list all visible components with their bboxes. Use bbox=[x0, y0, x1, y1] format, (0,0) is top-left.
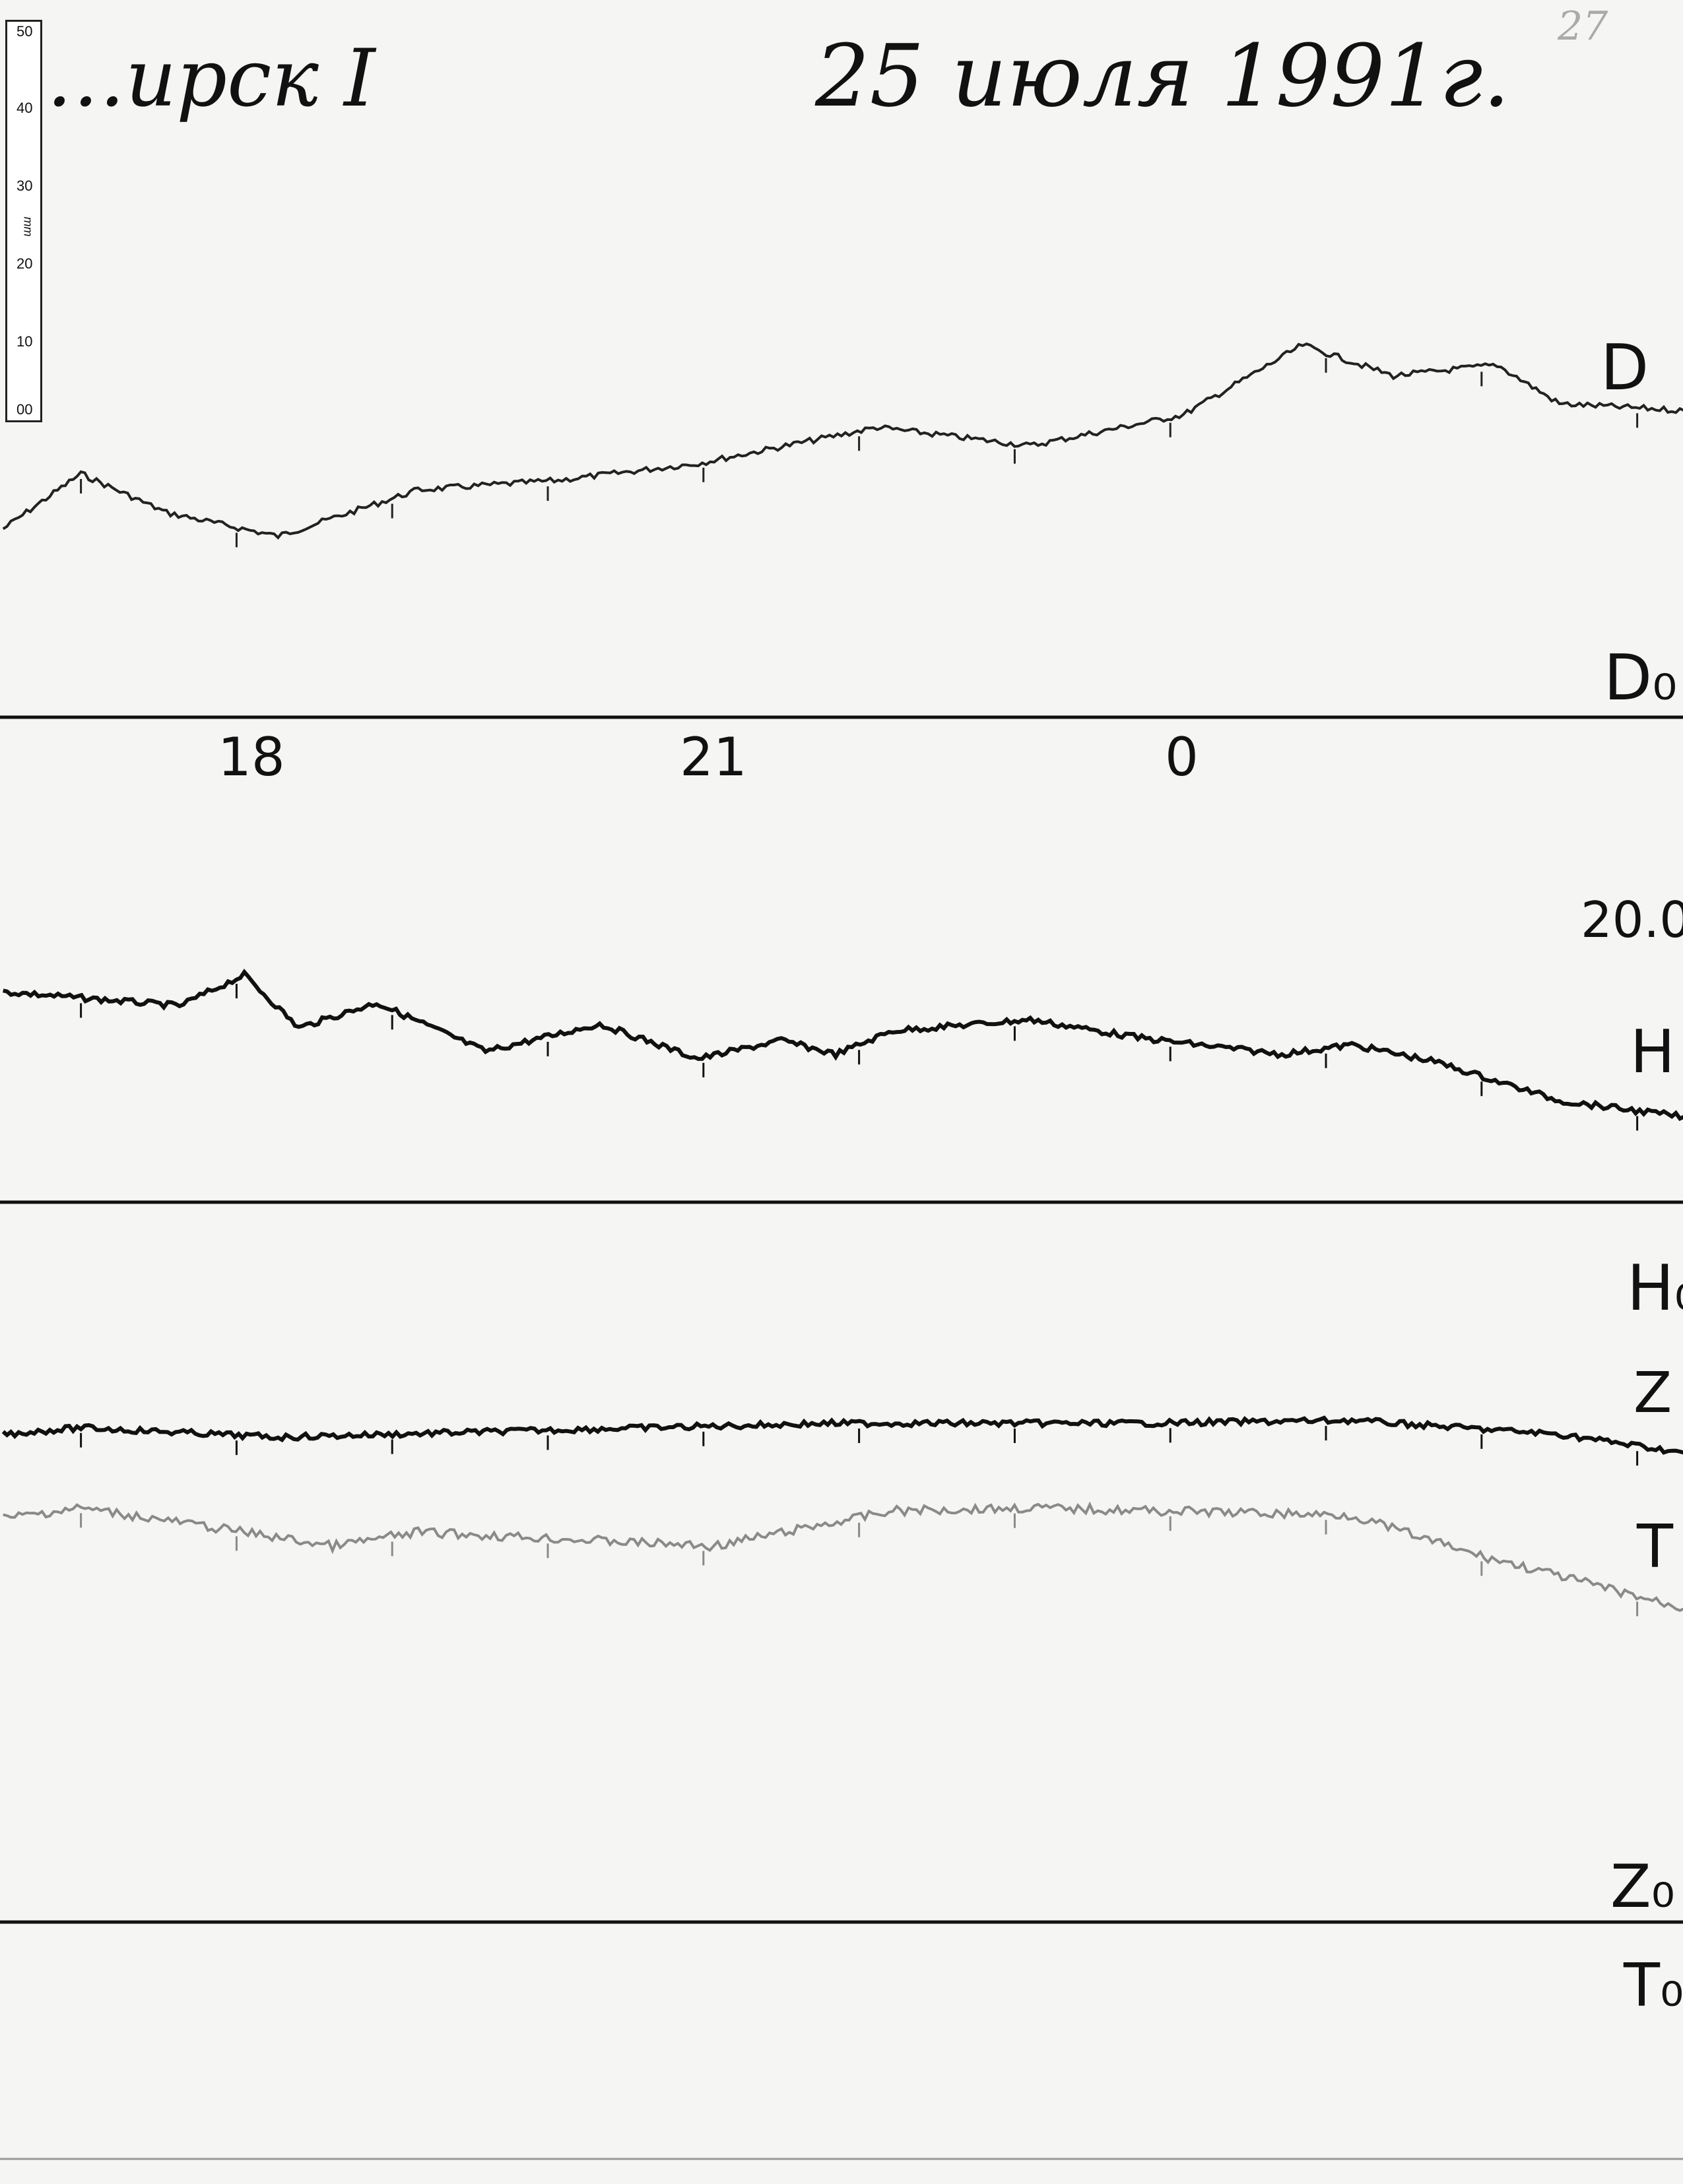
x-tick-label: 0 bbox=[1165, 726, 1199, 788]
scale-tick-label: 30 bbox=[16, 177, 33, 194]
trace-label-h: H bbox=[1630, 1017, 1675, 1087]
station-name: …ирск I bbox=[46, 33, 377, 125]
trace-label-d0: D₀ bbox=[1604, 642, 1677, 715]
trace-label-t: T bbox=[1636, 1512, 1674, 1582]
scale-tick-label: 10 bbox=[16, 333, 33, 350]
scale-tick-label: 50 bbox=[16, 23, 33, 40]
trace-label-h0: H₀ bbox=[1627, 1252, 1683, 1325]
mm-scale-bar: 50 40 30 mm 20 10 00 bbox=[5, 20, 42, 422]
trace-d bbox=[2, 342, 1683, 540]
trace-label-t0: T₀ bbox=[1623, 1951, 1683, 2020]
trace-t bbox=[3, 1501, 1683, 1612]
h-scale-value: 20.0 bbox=[1581, 891, 1683, 949]
trace-z bbox=[1, 1415, 1683, 1455]
page-number: 27 bbox=[1557, 3, 1608, 49]
scale-tick-label: 00 bbox=[16, 401, 33, 418]
trace-h bbox=[3, 969, 1683, 1122]
trace-label-z: Z bbox=[1634, 1361, 1672, 1426]
x-tick-label: 18 bbox=[218, 726, 285, 788]
scale-tick-label: 20 bbox=[16, 255, 33, 272]
x-tick-label: 21 bbox=[680, 726, 747, 788]
trace-label-d: D bbox=[1600, 332, 1649, 404]
scale-tick-label: 40 bbox=[16, 100, 33, 116]
record-date: 25 июля 1991г. bbox=[814, 26, 1510, 126]
trace-label-z0: Z₀ bbox=[1610, 1852, 1675, 1921]
